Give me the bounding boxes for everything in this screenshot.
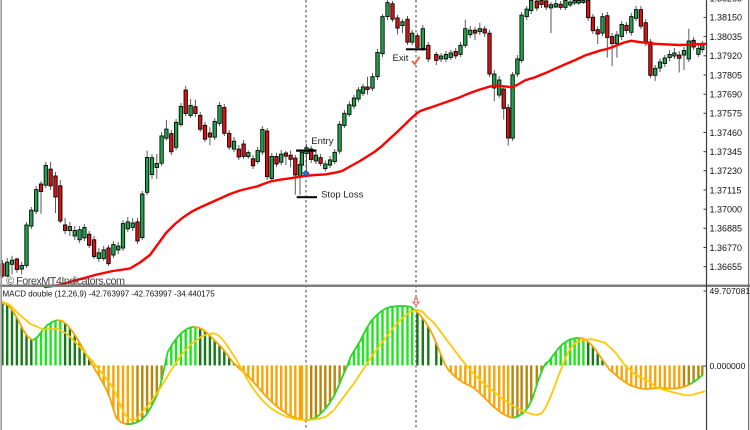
svg-text:1.38265: 1.38265 [710, 0, 743, 4]
svg-text:1.38150: 1.38150 [710, 13, 743, 23]
svg-text:1.37920: 1.37920 [710, 51, 743, 61]
svg-text:1.37690: 1.37690 [710, 90, 743, 100]
svg-text:1.37000: 1.37000 [710, 205, 743, 215]
svg-text:1.38035: 1.38035 [710, 32, 743, 42]
svg-text:1.37230: 1.37230 [710, 166, 743, 176]
svg-text:0.000000: 0.000000 [710, 361, 746, 371]
svg-text:1.37115: 1.37115 [710, 185, 742, 195]
svg-text:1.36770: 1.36770 [710, 243, 743, 253]
svg-text:Entry: Entry [311, 136, 333, 147]
svg-text:1.37460: 1.37460 [710, 128, 743, 138]
svg-text:1.37575: 1.37575 [710, 109, 743, 119]
svg-text:49.707081: 49.707081 [710, 286, 750, 296]
svg-text:1.36885: 1.36885 [710, 224, 743, 234]
svg-text:Exit: Exit [393, 53, 409, 64]
svg-text:Stop Loss: Stop Loss [321, 190, 363, 201]
svg-text:1.36655: 1.36655 [710, 262, 743, 272]
svg-text:MACD double (12,26,9) -42.7639: MACD double (12,26,9) -42.763997 -42.763… [3, 289, 216, 298]
svg-text:1.37345: 1.37345 [710, 147, 743, 157]
svg-text:© ForexMT4Indicators.com: © ForexMT4Indicators.com [6, 275, 125, 287]
svg-text:1.37805: 1.37805 [710, 70, 743, 80]
